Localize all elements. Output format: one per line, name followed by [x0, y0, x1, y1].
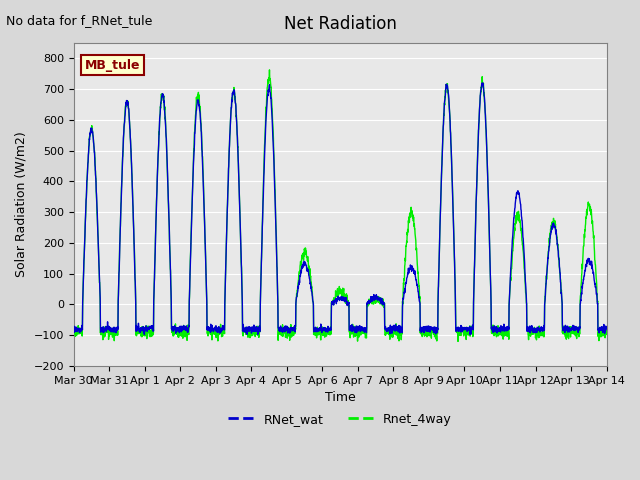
- Rnet_4way: [356, 329, 364, 335]
- RNet_wat: [556, 270, 564, 276]
- RNet_wat: [218, 327, 226, 333]
- RNet_wat: [367, 294, 375, 300]
- RNet_wat: [603, 326, 611, 332]
- Line: Rnet_4way: Rnet_4way: [74, 70, 607, 341]
- Text: No data for f_RNet_tule: No data for f_RNet_tule: [6, 14, 153, 27]
- Rnet_4way: [367, 297, 375, 303]
- Line: RNet_wat: RNet_wat: [74, 83, 607, 335]
- Text: MB_tule: MB_tule: [84, 59, 140, 72]
- Rnet_4way: [495, 325, 503, 331]
- Title: Net Radiation: Net Radiation: [284, 15, 397, 33]
- Rnet_4way: [603, 328, 611, 334]
- RNet_wat: [70, 326, 77, 332]
- X-axis label: Time: Time: [324, 391, 356, 404]
- RNet_wat: [478, 80, 486, 86]
- Rnet_4way: [266, 67, 273, 73]
- Rnet_4way: [218, 330, 226, 336]
- Y-axis label: Solar Radiation (W/m2): Solar Radiation (W/m2): [15, 132, 28, 277]
- Legend: RNet_wat, Rnet_4way: RNet_wat, Rnet_4way: [223, 408, 457, 431]
- RNet_wat: [571, 328, 579, 334]
- Rnet_4way: [70, 330, 77, 336]
- Rnet_4way: [556, 271, 564, 277]
- RNet_wat: [495, 327, 503, 333]
- Rnet_4way: [454, 338, 462, 344]
- Rnet_4way: [571, 324, 579, 330]
- RNet_wat: [467, 332, 474, 337]
- RNet_wat: [355, 326, 363, 332]
